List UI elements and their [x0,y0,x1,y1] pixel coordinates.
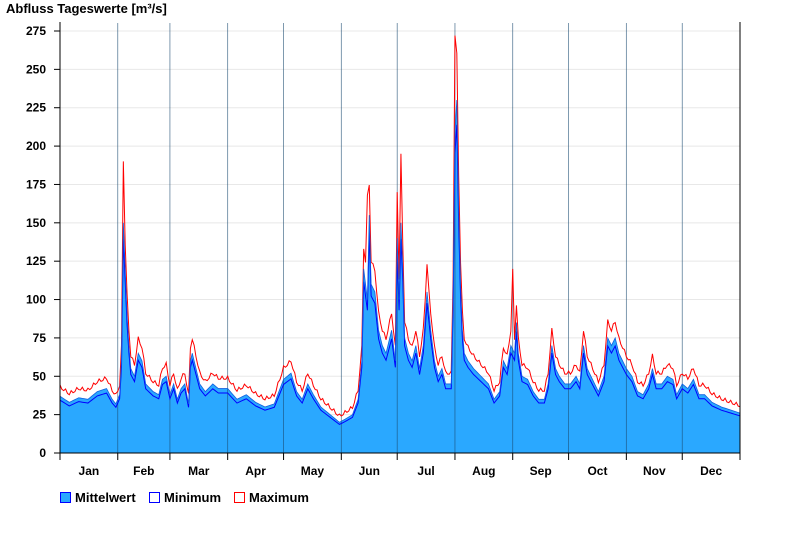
month-label: Sep [530,464,552,478]
y-tick-label: 175 [26,177,46,191]
month-label: Nov [643,464,666,478]
month-label: Aug [472,464,495,478]
month-label: Oct [587,464,607,478]
month-label: Jan [79,464,100,478]
y-tick-label: 225 [26,101,46,115]
legend-mean-label: Mittelwert [75,490,136,505]
month-label: Feb [133,464,154,478]
chart-title: Abfluss Tageswerte [m³/s] [6,1,167,16]
y-tick-label: 125 [26,254,46,268]
month-label: Jun [359,464,380,478]
month-label: May [301,464,325,478]
month-label: Dec [700,464,722,478]
legend-max: Maximum [234,490,309,505]
y-tick-label: 50 [33,369,47,383]
month-label: Apr [245,464,266,478]
month-label: Jul [417,464,434,478]
y-tick-label: 100 [26,293,46,307]
y-tick-label: 150 [26,216,46,230]
mean-line [59,100,741,423]
legend-max-label: Maximum [249,490,309,505]
legend-max-swatch [234,492,245,503]
y-tick-label: 25 [33,408,47,422]
y-tick-label: 200 [26,139,46,153]
legend-mean: Mittelwert [60,490,136,505]
legend-min-swatch [149,492,160,503]
y-tick-label: 275 [26,24,46,38]
month-label: Mar [188,464,210,478]
legend-mean-swatch [60,492,71,503]
legend-min-label: Minimum [164,490,222,505]
y-tick-label: 75 [33,331,47,345]
legend-min: Minimum [149,490,221,505]
y-tick-label: 250 [26,62,46,76]
y-tick-label: 0 [39,446,46,460]
max-line [59,35,741,417]
